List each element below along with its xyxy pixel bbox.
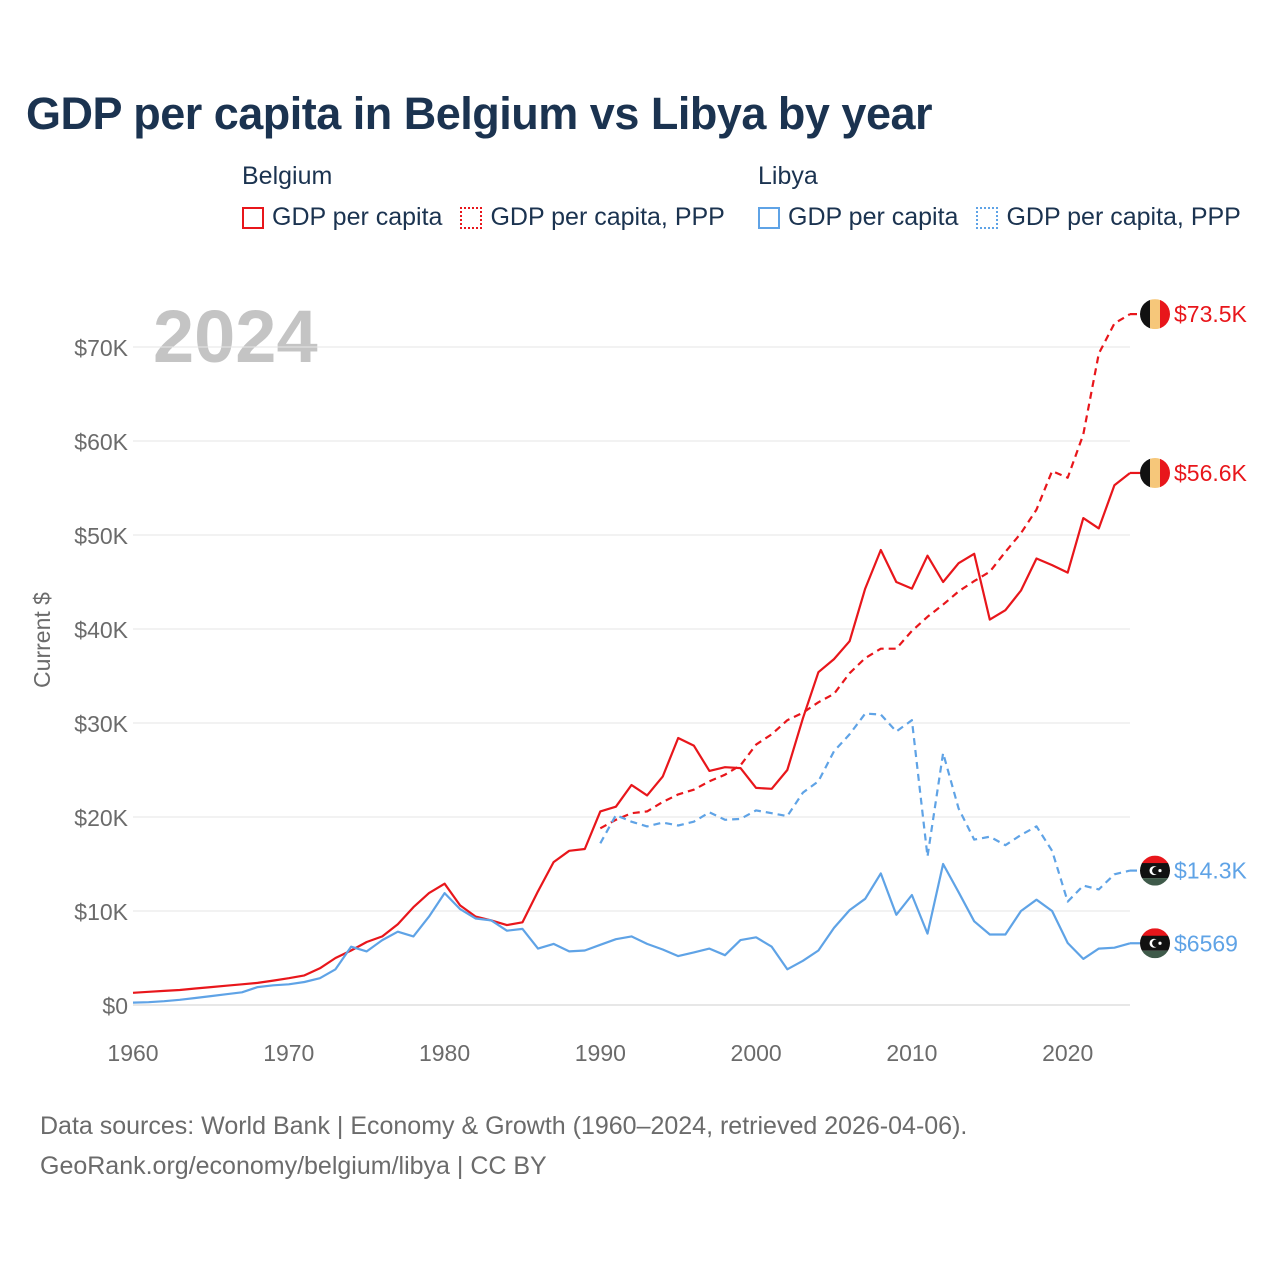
- series-end-label: $6569: [1174, 930, 1238, 956]
- y-tick-label: $40K: [74, 617, 128, 643]
- libya-flag-icon: [1140, 855, 1170, 886]
- series-line-3[interactable]: [599, 712, 1131, 903]
- belgium-flag-icon: [1140, 457, 1170, 488]
- libya-flag-icon: [1140, 928, 1170, 959]
- legend-swatch-dotted-red: [460, 206, 483, 229]
- series-line-2[interactable]: [132, 862, 1131, 1004]
- x-tick-label: 1980: [419, 1040, 470, 1066]
- y-tick-label: $20K: [74, 805, 128, 831]
- legend-item-libya-gdp-ppp[interactable]: GDP per capita, PPP: [976, 203, 1241, 232]
- legend-label: GDP per capita: [788, 203, 959, 231]
- x-tick-label: 2020: [1042, 1040, 1093, 1066]
- footer-attribution[interactable]: GeoRank.org/economy/belgium/libya | CC B…: [40, 1152, 547, 1180]
- belgium-flag-icon: [1140, 299, 1170, 330]
- y-tick-label: $70K: [74, 335, 128, 361]
- legend-label: GDP per capita, PPP: [490, 203, 725, 231]
- legend-item-belgium-gdp-ppp[interactable]: GDP per capita, PPP: [460, 203, 725, 232]
- footer: Data sources: World Bank | Economy & Gro…: [40, 1106, 967, 1186]
- legend-item-libya-gdp[interactable]: GDP per capita: [758, 203, 958, 232]
- series-line-1[interactable]: [599, 313, 1131, 830]
- footer-sources: Data sources: World Bank | Economy & Gro…: [40, 1112, 968, 1140]
- legend-swatch-solid-red: [242, 206, 264, 229]
- year-watermark: 2024: [153, 295, 318, 378]
- y-axis-label: Current $: [29, 592, 55, 688]
- series-end-label: $73.5K: [1174, 301, 1248, 327]
- legend-group-belgium: Belgium GDP per capita GDP per capita, P…: [242, 162, 725, 232]
- x-tick-label: 2010: [886, 1040, 937, 1066]
- y-tick-label: $50K: [74, 523, 128, 549]
- series-end-label: $14.3K: [1174, 858, 1248, 884]
- legend-group-name: Libya: [758, 162, 818, 190]
- legend-swatch-solid-blue: [758, 206, 780, 229]
- y-tick-label: $30K: [74, 711, 128, 737]
- chart-title: GDP per capita in Belgium vs Libya by ye…: [26, 88, 933, 139]
- legend-item-belgium-gdp[interactable]: GDP per capita: [242, 203, 442, 232]
- y-tick-label: $60K: [74, 429, 128, 455]
- y-tick-label: $0: [102, 993, 128, 1019]
- x-tick-label: 1990: [575, 1040, 626, 1066]
- series-line-0[interactable]: [132, 472, 1131, 994]
- x-tick-label: 1960: [107, 1040, 158, 1066]
- y-tick-label: $10K: [74, 899, 128, 925]
- legend-swatch-dotted-blue: [976, 206, 999, 229]
- x-tick-label: 1970: [263, 1040, 314, 1066]
- series-end-label: $56.6K: [1174, 460, 1248, 486]
- legend-label: GDP per capita: [272, 203, 443, 231]
- legend-group-libya: Libya GDP per capita GDP per capita, PPP: [758, 162, 1241, 232]
- legend-group-name: Belgium: [242, 162, 333, 190]
- x-tick-label: 2000: [731, 1040, 782, 1066]
- legend-label: GDP per capita, PPP: [1006, 203, 1241, 231]
